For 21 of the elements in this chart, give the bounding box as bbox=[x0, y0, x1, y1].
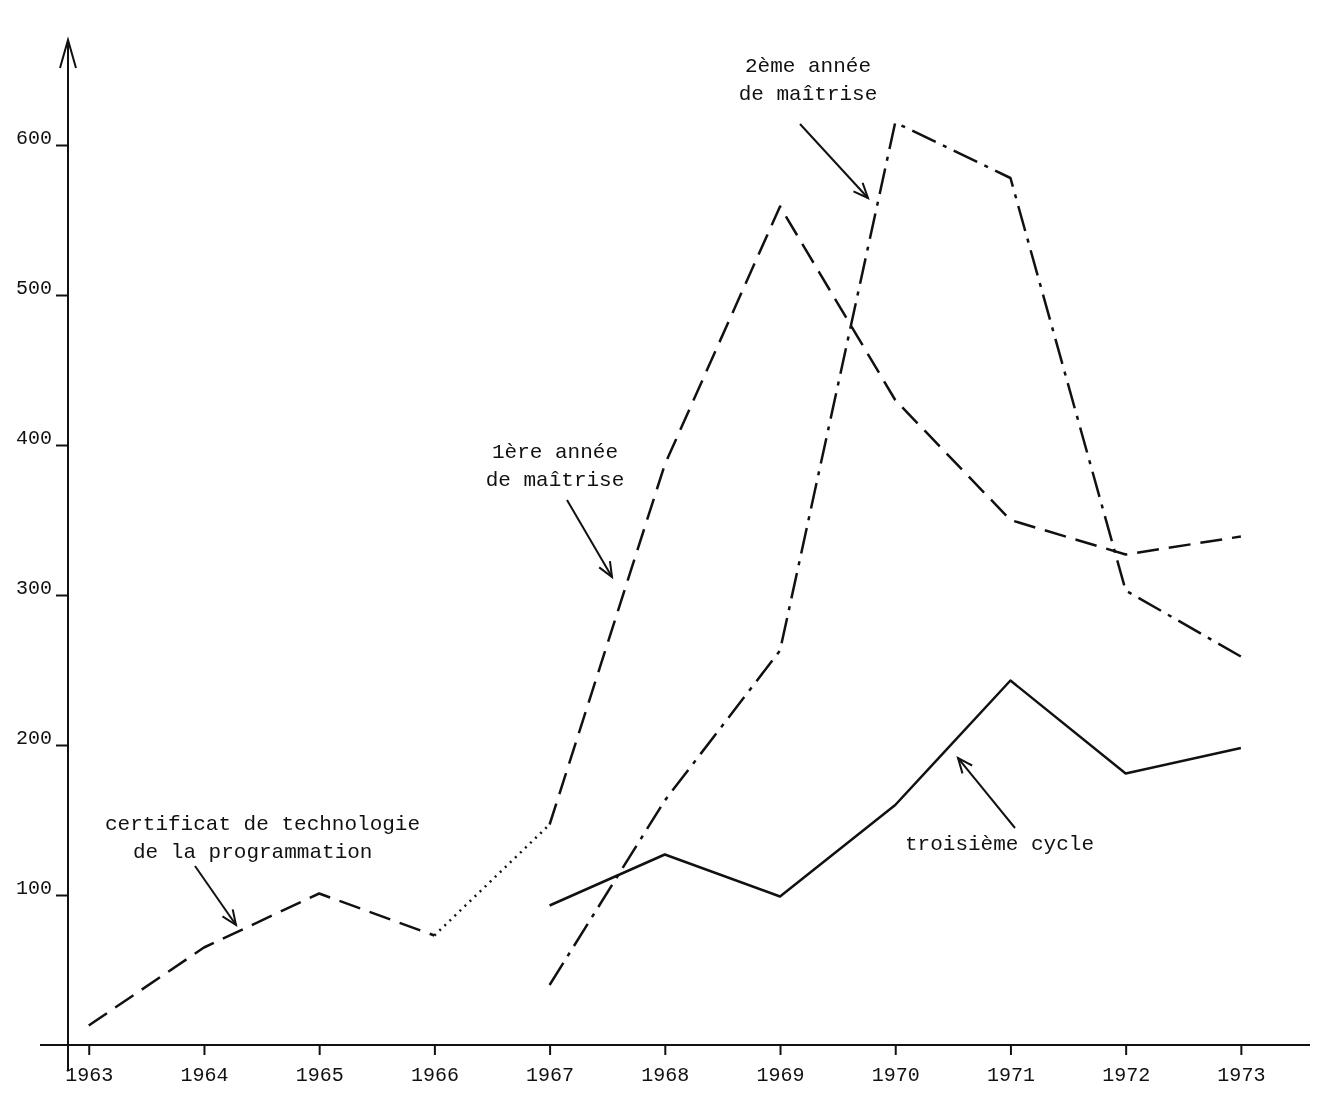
x-tick-label: 1973 bbox=[1217, 1064, 1266, 1087]
x-tick-label: 1968 bbox=[641, 1064, 690, 1087]
x-tick-label: 1963 bbox=[65, 1064, 114, 1087]
x-tick-label: 1971 bbox=[986, 1064, 1035, 1087]
y-tick-label: 100 bbox=[15, 876, 53, 900]
x-tick-label: 1967 bbox=[526, 1064, 575, 1087]
text: certificat de technologie de la programmation bbox=[105, 813, 421, 864]
y-tick-label: 300 bbox=[15, 576, 53, 600]
x-tick-label: 1964 bbox=[180, 1064, 229, 1087]
series-label: 2ème année de maîtrise bbox=[738, 55, 878, 106]
x-tick-label: 1972 bbox=[1102, 1064, 1151, 1087]
series-label: 1ère année de maîtrise bbox=[485, 441, 625, 492]
series-label: troisième cycle bbox=[905, 833, 1095, 856]
x-tick-label: 1970 bbox=[871, 1064, 920, 1087]
y-tick-label: 500 bbox=[15, 276, 53, 300]
x-tick-label: 1969 bbox=[756, 1064, 805, 1087]
x-tick-label: 1966 bbox=[410, 1064, 459, 1087]
y-tick-label: 400 bbox=[15, 426, 53, 450]
y-tick-label: 600 bbox=[15, 126, 53, 150]
x-tick-label: 1965 bbox=[295, 1064, 344, 1087]
y-tick-label: 200 bbox=[15, 726, 53, 750]
